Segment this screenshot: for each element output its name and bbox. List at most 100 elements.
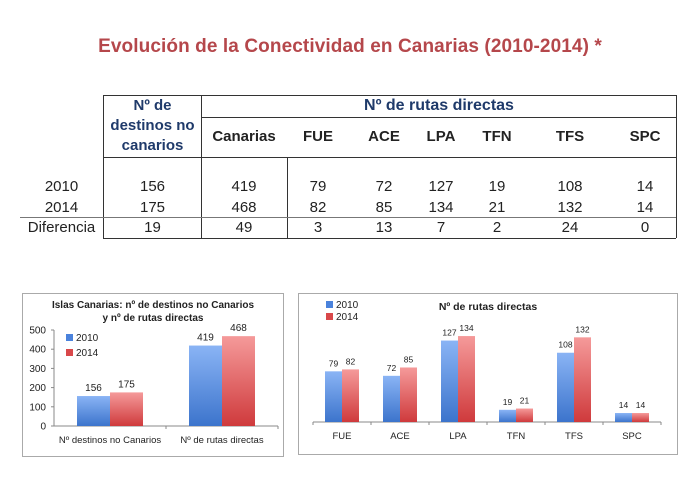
- legend-label-2010: 2010: [336, 300, 359, 311]
- table-border-right: [676, 95, 677, 238]
- legend-label-2010: 2010: [76, 333, 99, 344]
- y-tick-label: 0: [40, 422, 46, 433]
- page-title: Evolución de la Conectividad en Canarias…: [98, 36, 602, 57]
- cell-ace: 72: [375, 178, 393, 195]
- table-border-top: [103, 95, 676, 96]
- x-tick-label: ACE: [390, 431, 410, 442]
- cell-canarias: 468: [231, 199, 257, 216]
- header-destinos-line1: Nº de: [133, 97, 172, 114]
- data-label: 175: [118, 379, 135, 390]
- y-tick-label: 400: [29, 345, 46, 356]
- connectivity-table: Nº de destinos no canarios Nº de rutas d…: [20, 95, 677, 239]
- cell-tfs: 24: [561, 219, 579, 236]
- cell-spc: 14: [636, 178, 654, 195]
- bar-2014: [458, 336, 475, 422]
- bar-2010: [615, 413, 632, 422]
- cell-spc: 14: [636, 199, 654, 216]
- data-label: 134: [459, 323, 473, 333]
- row-label: 2010: [44, 178, 79, 195]
- data-label: 21: [520, 396, 530, 406]
- cell-destinos: 156: [139, 178, 166, 195]
- legend-swatch-2014: [326, 313, 333, 320]
- cell-tfn: 19: [488, 178, 506, 195]
- cell-lpa: 134: [428, 199, 454, 216]
- bar-2010: [557, 352, 574, 422]
- x-tick-label: SPC: [622, 431, 642, 442]
- data-label: 79: [329, 358, 339, 368]
- bar-2014: [222, 336, 255, 426]
- data-label: 14: [619, 400, 629, 410]
- table-border-bottom: [103, 238, 676, 239]
- bar-2014: [632, 413, 649, 422]
- chart-destinos-rutas-svg: Islas Canarias: nº de destinos no Canari…: [29, 300, 279, 446]
- y-tick-label: 500: [29, 326, 46, 337]
- bar-2010: [189, 345, 222, 426]
- column-header-ace: ACE: [368, 128, 400, 145]
- chart-rutas-directas: Nº de rutas directas FUE 79 82 ACE 72 85 LPA 127…: [298, 293, 678, 455]
- column-header-tfs: TFS: [555, 128, 585, 145]
- chart-destinos-rutas: Islas Canarias: nº de destinos no Canari…: [22, 293, 284, 457]
- table-diferencia-line: [20, 217, 676, 218]
- y-tick-label: 200: [29, 383, 46, 394]
- data-label: 127: [442, 328, 456, 338]
- x-tick-label: FUE: [333, 431, 352, 442]
- table-border-left: [103, 95, 104, 238]
- column-header-fue: FUE: [303, 128, 333, 145]
- legend-swatch-2010: [66, 334, 73, 341]
- bar-2014: [342, 369, 359, 422]
- table-canarias-divider: [287, 157, 288, 238]
- table-col-divider: [201, 95, 202, 238]
- column-header-lpa: LPA: [426, 128, 456, 145]
- header-destinos-line2: destinos no: [110, 117, 195, 134]
- cell-spc: 0: [640, 219, 650, 236]
- cell-canarias: 49: [235, 219, 253, 236]
- bar-2014: [400, 367, 417, 422]
- x-tick-label: TFS: [565, 431, 583, 442]
- x-tick-label: Nº de rutas directas: [180, 435, 263, 446]
- data-label: 468: [230, 323, 247, 334]
- legend-swatch-2014: [66, 349, 73, 356]
- cell-tfn: 21: [488, 199, 506, 216]
- bar-2010: [441, 340, 458, 422]
- cell-lpa: 7: [436, 219, 446, 236]
- chart-rutas-directas-svg: Nº de rutas directas FUE 79 82 ACE 72 85 LPA 127…: [312, 300, 662, 442]
- bar-2014: [516, 408, 533, 422]
- data-label: 82: [346, 356, 356, 366]
- bar-2010: [499, 409, 516, 422]
- x-tick-label: Nº destinos no Canarios: [59, 435, 161, 446]
- bar-2010: [325, 371, 342, 422]
- bar-2014: [110, 392, 143, 426]
- bar-2010: [77, 396, 110, 426]
- column-header-tfn: TFN: [482, 128, 512, 145]
- column-header-canarias: Canarias: [212, 128, 276, 145]
- data-label: 132: [575, 324, 589, 334]
- data-label: 419: [197, 333, 214, 344]
- cell-fue: 3: [313, 219, 323, 236]
- chart-title-line: Islas Canarias: nº de destinos no Canari…: [52, 300, 254, 311]
- column-header-spc: SPC: [629, 128, 661, 145]
- cell-ace: 85: [375, 199, 393, 216]
- data-label: 156: [85, 383, 102, 394]
- header-destinos-line3: canarios: [121, 137, 184, 154]
- cell-fue: 82: [309, 199, 327, 216]
- bar-2014: [574, 337, 591, 422]
- legend-swatch-2010: [326, 301, 333, 308]
- chart-title: Nº de rutas directas: [439, 301, 538, 313]
- cell-tfs: 132: [557, 199, 583, 216]
- cell-tfs: 108: [557, 178, 583, 195]
- chart-title-line: y nº de rutas directas: [103, 313, 204, 324]
- y-tick-label: 300: [29, 364, 46, 375]
- legend-label-2014: 2014: [76, 348, 99, 359]
- header-rutas-directas: Nº de rutas directas: [364, 97, 514, 114]
- cell-ace: 13: [375, 219, 393, 236]
- row-label: 2014: [44, 199, 79, 216]
- legend-label-2014: 2014: [336, 312, 359, 323]
- data-label: 108: [558, 340, 572, 350]
- cell-tfn: 2: [492, 219, 502, 236]
- y-tick-label: 100: [29, 402, 46, 413]
- cell-destinos: 175: [139, 199, 166, 216]
- cell-fue: 79: [309, 178, 327, 195]
- x-tick-label: LPA: [449, 431, 467, 442]
- table-subheader-line: [201, 117, 676, 118]
- bar-2010: [383, 375, 400, 422]
